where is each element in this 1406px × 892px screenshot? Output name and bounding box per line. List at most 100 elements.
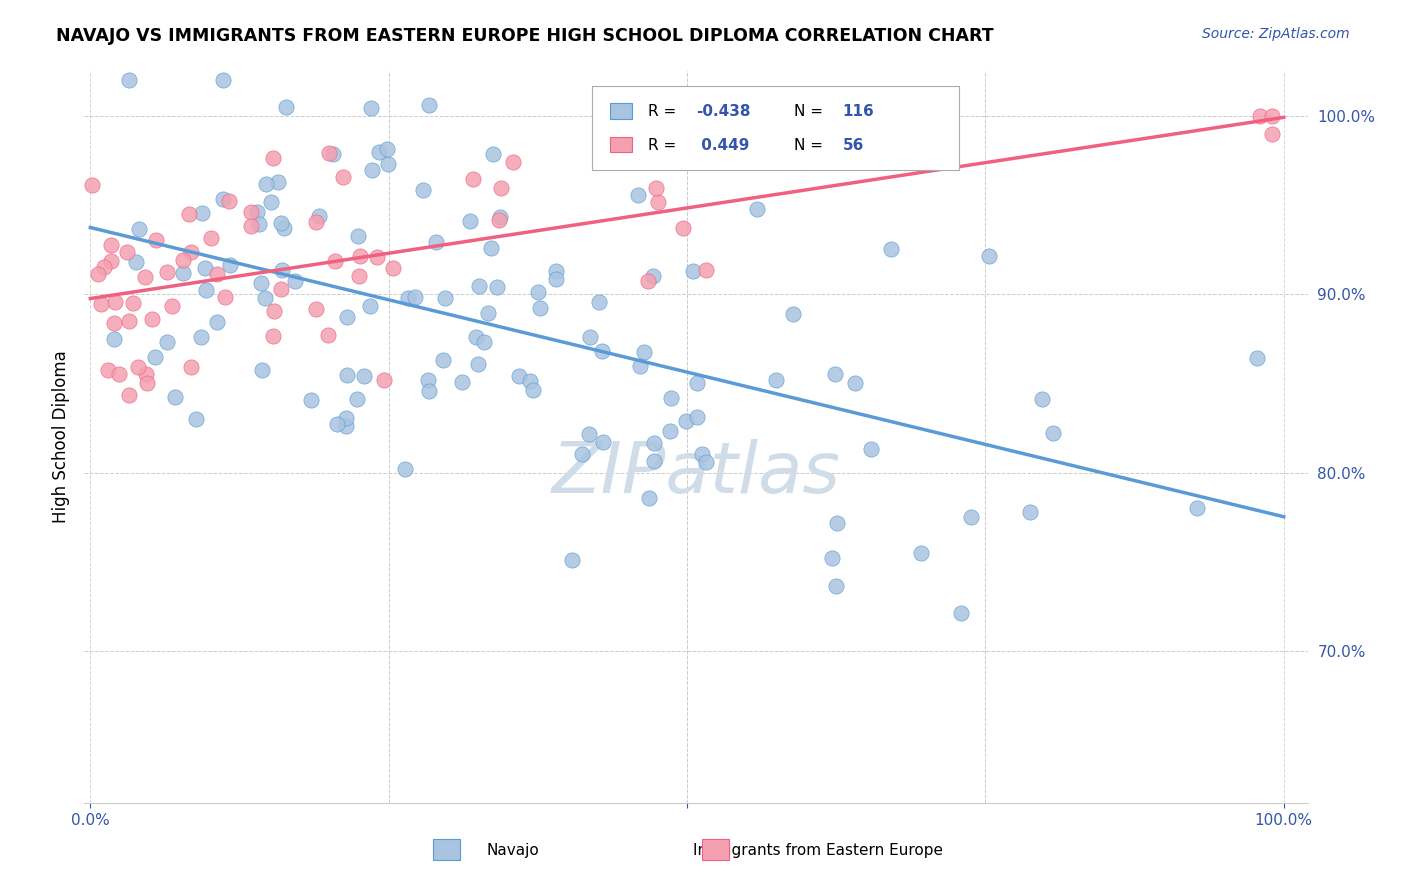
Navajo [695, 455, 717, 469]
Navajo [125, 255, 148, 269]
Text: Navajo: Navajo [486, 843, 538, 858]
Navajo [377, 157, 399, 171]
Navajo [172, 266, 194, 280]
Immigrants from Eastern Europe [316, 328, 339, 343]
Navajo [464, 330, 486, 344]
Immigrants from Eastern Europe [155, 265, 177, 279]
Immigrants from Eastern Europe [323, 254, 346, 268]
Immigrants from Eastern Europe [463, 172, 485, 186]
Navajo [859, 442, 882, 456]
Immigrants from Eastern Europe [645, 181, 668, 195]
Immigrants from Eastern Europe [1261, 127, 1284, 141]
FancyBboxPatch shape [610, 136, 633, 153]
Immigrants from Eastern Europe [162, 299, 184, 313]
Navajo [247, 217, 270, 231]
Navajo [335, 419, 357, 434]
Navajo [637, 491, 659, 505]
Navajo [367, 145, 389, 159]
Navajo [246, 205, 269, 219]
Navajo [588, 294, 610, 309]
Navajo [250, 363, 273, 377]
Navajo [643, 435, 665, 450]
Immigrants from Eastern Europe [263, 304, 285, 318]
Immigrants from Eastern Europe [205, 268, 228, 282]
Navajo [827, 516, 849, 531]
Navajo [250, 276, 273, 290]
Navajo [335, 411, 357, 425]
Navajo [519, 374, 541, 388]
Navajo [260, 194, 283, 209]
Navajo [474, 334, 496, 349]
Navajo [628, 359, 651, 374]
Navajo [299, 392, 322, 407]
Immigrants from Eastern Europe [262, 151, 284, 165]
Navajo [346, 392, 368, 406]
Immigrants from Eastern Europe [373, 374, 395, 388]
Immigrants from Eastern Europe [134, 269, 156, 284]
Navajo [284, 275, 307, 289]
Navajo [404, 290, 426, 304]
Navajo [194, 261, 217, 276]
Navajo [128, 222, 150, 236]
Immigrants from Eastern Europe [491, 181, 513, 195]
Immigrants from Eastern Europe [502, 155, 524, 169]
Navajo [270, 263, 292, 277]
Navajo [686, 376, 709, 391]
Navajo [527, 285, 550, 299]
Navajo [418, 97, 440, 112]
Navajo [432, 352, 454, 367]
Navajo [103, 332, 125, 346]
Navajo [880, 242, 903, 256]
Navajo [375, 142, 398, 156]
Navajo [219, 258, 242, 272]
Navajo [412, 183, 434, 197]
Navajo [578, 427, 600, 442]
Navajo [1042, 425, 1064, 440]
Immigrants from Eastern Europe [141, 312, 163, 326]
Navajo [396, 291, 419, 305]
Navajo [165, 390, 187, 404]
Immigrants from Eastern Europe [270, 282, 292, 296]
Immigrants from Eastern Europe [100, 238, 122, 252]
Immigrants from Eastern Europe [304, 302, 326, 317]
Immigrants from Eastern Europe [93, 260, 115, 275]
Navajo [194, 283, 217, 297]
Immigrants from Eastern Europe [115, 244, 138, 259]
Navajo [347, 229, 370, 244]
Navajo [1246, 351, 1268, 365]
Immigrants from Eastern Europe [82, 178, 104, 192]
Navajo [267, 175, 290, 189]
Navajo [308, 209, 330, 223]
Navajo [844, 376, 866, 390]
Immigrants from Eastern Europe [200, 231, 222, 245]
Text: Immigrants from Eastern Europe: Immigrants from Eastern Europe [693, 843, 943, 858]
Navajo [578, 330, 600, 344]
Navajo [273, 221, 295, 235]
Navajo [336, 368, 359, 383]
Immigrants from Eastern Europe [1249, 109, 1271, 123]
Navajo [489, 210, 512, 224]
Navajo [418, 384, 440, 398]
Immigrants from Eastern Europe [695, 262, 717, 277]
Text: N =: N = [794, 104, 828, 119]
Navajo [682, 264, 704, 278]
Immigrants from Eastern Europe [214, 290, 236, 304]
Immigrants from Eastern Europe [488, 213, 510, 227]
Navajo [824, 367, 846, 381]
Immigrants from Eastern Europe [672, 221, 695, 235]
Navajo [659, 425, 682, 439]
Navajo [186, 412, 208, 426]
Navajo [190, 329, 212, 343]
Immigrants from Eastern Europe [239, 219, 262, 233]
Navajo [544, 264, 567, 278]
Immigrants from Eastern Europe [1261, 109, 1284, 123]
Navajo [977, 249, 1000, 263]
Navajo [477, 306, 499, 320]
Navajo [156, 334, 179, 349]
Navajo [675, 413, 697, 427]
Immigrants from Eastern Europe [97, 363, 120, 377]
Navajo [353, 368, 375, 383]
Immigrants from Eastern Europe [118, 388, 141, 402]
Immigrants from Eastern Europe [107, 368, 129, 382]
Navajo [1018, 505, 1040, 519]
